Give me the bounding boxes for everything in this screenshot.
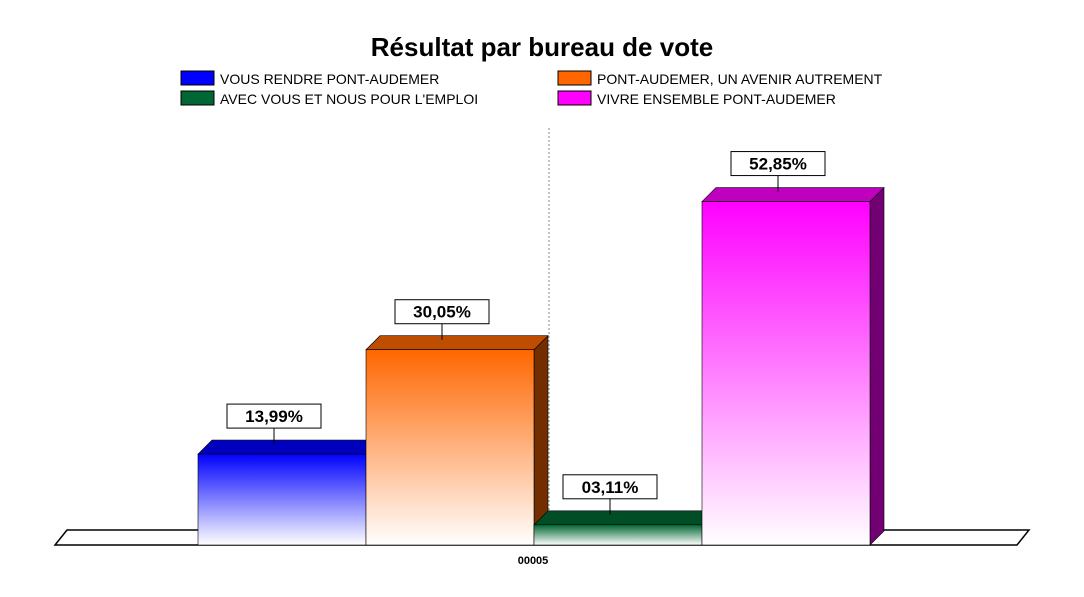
bar	[197, 453, 367, 546]
chart-title: Résultat par bureau de vote	[371, 32, 713, 62]
bar-group: 52,85%	[701, 151, 885, 546]
legend-label: VOUS RENDRE PONT-AUDEMER	[220, 71, 439, 87]
bar-side	[869, 186, 885, 546]
legend: VOUS RENDRE PONT-AUDEMER PONT-AUDEMER, U…	[180, 70, 883, 107]
bar	[701, 201, 871, 546]
legend-swatch	[557, 90, 592, 106]
bars: 13,99% 30,05% 03,11% 52,85%	[197, 151, 885, 546]
data-label-box	[562, 474, 658, 500]
bar-group: 30,05%	[365, 299, 549, 546]
bar-top	[701, 187, 885, 202]
legend-label: PONT-AUDEMER, UN AVENIR AUTREMENT	[597, 71, 883, 87]
legend-item: VOUS RENDRE PONT-AUDEMER	[180, 70, 439, 87]
data-label-box	[394, 299, 490, 325]
legend-swatch	[180, 70, 215, 86]
bar-top	[533, 510, 717, 526]
legend-item: PONT-AUDEMER, UN AVENIR AUTREMENT	[557, 70, 883, 87]
bar	[365, 349, 535, 546]
bar	[533, 524, 703, 546]
data-label: 03,11%	[582, 478, 639, 497]
legend-item: AVEC VOUS ET NOUS POUR L'EMPLOI	[180, 90, 478, 107]
data-label-box	[226, 403, 322, 429]
data-label: 52,85%	[749, 155, 807, 174]
x-tick-label: 00005	[518, 555, 549, 567]
data-label: 30,05%	[413, 303, 471, 322]
data-label: 13,99%	[245, 407, 303, 426]
legend-item: VIVRE ENSEMBLE PONT-AUDEMER	[557, 90, 836, 107]
legend-swatch	[557, 70, 592, 86]
legend-label: VIVRE ENSEMBLE PONT-AUDEMER	[597, 91, 836, 107]
bar-top	[365, 335, 549, 351]
bar-top	[197, 439, 381, 455]
bar-group: 13,99%	[197, 403, 381, 546]
data-label-box	[730, 151, 826, 177]
bar-group: 03,11%	[533, 474, 717, 546]
legend-label: AVEC VOUS ET NOUS POUR L'EMPLOI	[220, 91, 478, 107]
legend-swatch	[180, 90, 215, 106]
